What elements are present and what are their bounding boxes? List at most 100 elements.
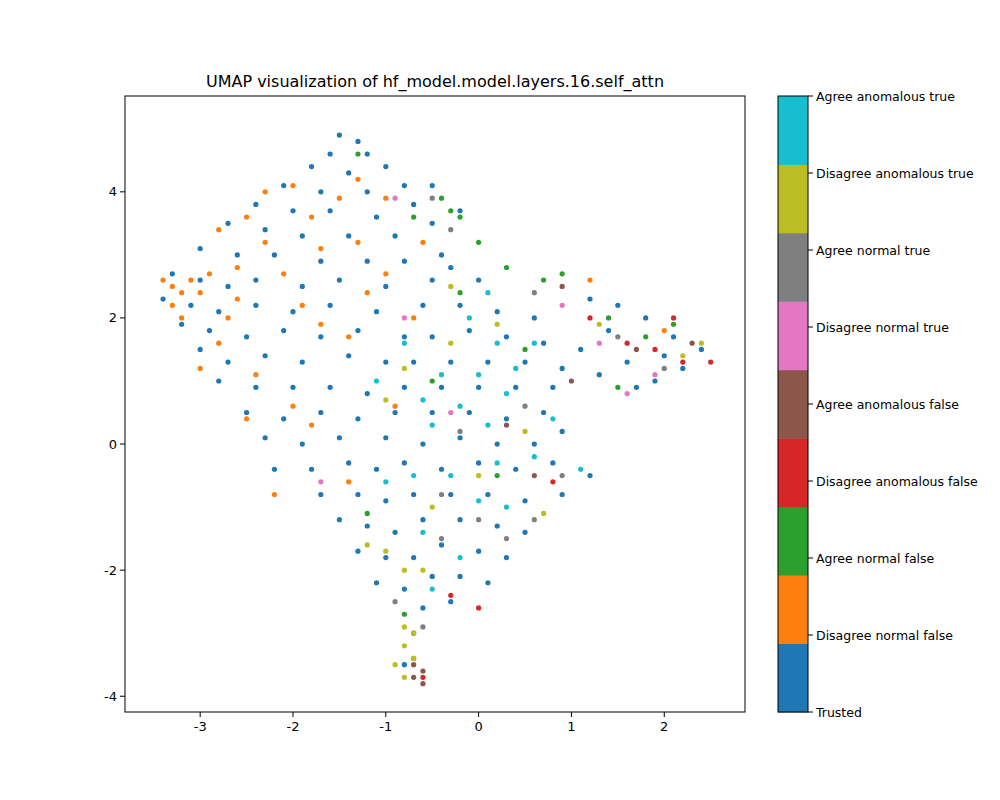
point xyxy=(420,441,425,446)
point xyxy=(550,479,555,484)
point xyxy=(263,227,268,232)
point xyxy=(309,214,314,219)
point xyxy=(485,492,490,497)
point xyxy=(411,662,416,667)
point xyxy=(625,341,630,346)
point xyxy=(569,378,574,383)
point xyxy=(560,366,565,371)
point xyxy=(504,265,509,270)
point xyxy=(328,151,333,156)
point xyxy=(485,290,490,295)
point xyxy=(402,460,407,465)
point xyxy=(337,196,342,201)
point xyxy=(365,511,370,516)
y-tick xyxy=(120,317,125,318)
point xyxy=(383,359,388,364)
point xyxy=(290,208,295,213)
point xyxy=(587,315,592,320)
point xyxy=(532,315,537,320)
point xyxy=(225,284,230,289)
point xyxy=(430,196,435,201)
point xyxy=(318,492,323,497)
colorbar-segment xyxy=(778,164,808,233)
point xyxy=(411,473,416,478)
point xyxy=(337,132,342,137)
series-points xyxy=(420,315,713,680)
point xyxy=(522,498,527,503)
point xyxy=(225,359,230,364)
point xyxy=(560,473,565,478)
x-tick-label: -2 xyxy=(287,719,300,734)
point xyxy=(652,372,657,377)
point xyxy=(439,542,444,547)
point xyxy=(402,315,407,320)
point xyxy=(420,624,425,629)
point xyxy=(504,504,509,509)
point xyxy=(263,240,268,245)
point xyxy=(550,460,555,465)
point xyxy=(625,359,630,364)
y-tick xyxy=(120,696,125,697)
series-points xyxy=(392,196,666,630)
point xyxy=(541,278,546,283)
point xyxy=(253,303,258,308)
colorbar-tick xyxy=(808,635,813,636)
point xyxy=(216,227,221,232)
y-tick-label: 4 xyxy=(109,184,117,199)
point xyxy=(355,328,360,333)
point xyxy=(402,624,407,629)
y-tick-label: 0 xyxy=(109,437,117,452)
point xyxy=(430,504,435,509)
series-points xyxy=(374,290,583,592)
point xyxy=(476,372,481,377)
point xyxy=(504,423,509,428)
x-tick xyxy=(200,712,201,717)
point xyxy=(430,574,435,579)
colorbar-frame xyxy=(778,96,808,712)
point xyxy=(448,208,453,213)
point xyxy=(402,662,407,667)
point xyxy=(160,278,165,283)
point xyxy=(392,599,397,604)
point xyxy=(402,643,407,648)
point xyxy=(439,385,444,390)
point xyxy=(402,341,407,346)
colorbar-segment xyxy=(778,370,808,439)
point xyxy=(671,322,676,327)
point xyxy=(634,385,639,390)
point xyxy=(207,328,212,333)
point xyxy=(560,303,565,308)
point xyxy=(652,347,657,352)
x-tick xyxy=(385,712,386,717)
point xyxy=(439,467,444,472)
point xyxy=(346,479,351,484)
point xyxy=(411,656,416,661)
point xyxy=(300,441,305,446)
point xyxy=(402,259,407,264)
point xyxy=(346,170,351,175)
x-tick-label: 0 xyxy=(474,719,482,734)
point xyxy=(457,214,462,219)
point xyxy=(699,347,704,352)
x-tick-label: 2 xyxy=(660,719,668,734)
colorbar-tick xyxy=(808,712,813,713)
point xyxy=(383,498,388,503)
point xyxy=(689,341,694,346)
point xyxy=(411,555,416,560)
point xyxy=(225,221,230,226)
point xyxy=(522,347,527,352)
point xyxy=(281,328,286,333)
point xyxy=(309,164,314,169)
point xyxy=(504,555,509,560)
point xyxy=(439,492,444,497)
point xyxy=(318,189,323,194)
point xyxy=(439,372,444,377)
point xyxy=(318,410,323,415)
point xyxy=(439,536,444,541)
colorbar-tick xyxy=(808,96,813,97)
point xyxy=(374,309,379,314)
point xyxy=(392,410,397,415)
y-tick xyxy=(120,191,125,192)
point xyxy=(411,675,416,680)
point xyxy=(318,246,323,251)
